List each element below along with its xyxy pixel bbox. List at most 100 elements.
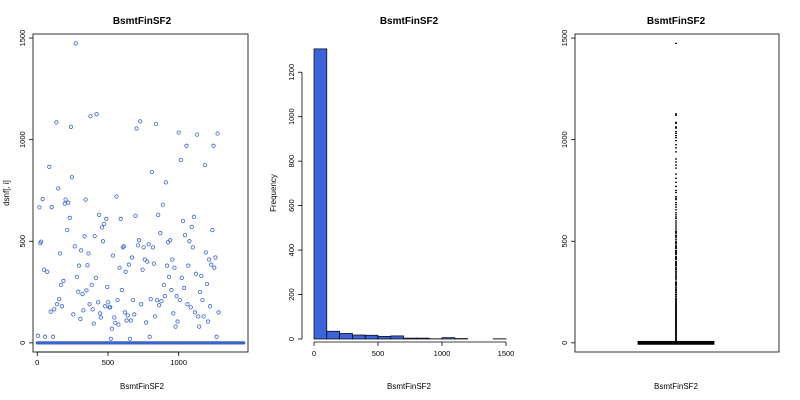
scatter-point	[139, 302, 144, 307]
histogram-x-axis: 0 500 1000 1500	[312, 341, 514, 358]
boxplot-x-label: BsmtFinSF2	[654, 382, 699, 391]
histogram-bar	[326, 330, 340, 340]
scatter-y-tick-label: 500	[18, 235, 27, 248]
scatter-point	[216, 310, 221, 315]
scatter-x-tick-label: 1000	[170, 358, 187, 367]
scatter-point	[181, 285, 187, 291]
histogram-bar	[364, 334, 379, 340]
scatter-point	[147, 334, 152, 339]
scatter-point	[59, 304, 65, 309]
scatter-point	[128, 318, 133, 323]
scatter-point	[76, 289, 81, 294]
scatter-point	[136, 238, 142, 243]
scatter-point	[162, 294, 167, 299]
boxplot-y-tick-label: 500	[560, 235, 569, 248]
scatter-point	[214, 334, 219, 339]
scatter-point	[48, 309, 53, 314]
scatter-point	[101, 221, 107, 227]
boxplot-y-tick-label: 1500	[560, 30, 569, 47]
scatter-point	[138, 119, 143, 124]
scatter-point	[198, 289, 203, 295]
scatter-point	[172, 265, 177, 270]
scatter-point	[99, 225, 105, 230]
scatter-point	[63, 197, 68, 202]
scatter-point	[45, 269, 50, 274]
scatter-point	[39, 239, 44, 244]
scatter-point	[47, 164, 52, 169]
scatter-point	[121, 244, 126, 249]
histogram-y-tick-label: 1000	[287, 108, 296, 125]
histogram-x-tick-label: 1000	[434, 349, 451, 358]
scatter-point	[160, 202, 165, 207]
scatter-point	[129, 255, 135, 260]
histogram-x-label: BsmtFinSF2	[387, 382, 432, 391]
scatter-point	[209, 262, 214, 267]
scatter-point	[80, 291, 85, 297]
scatter-point	[104, 216, 109, 222]
scatter-point	[182, 233, 188, 238]
scatter-point	[203, 250, 208, 255]
scatter-point	[207, 257, 212, 262]
scatter-y-tick-label: 0	[18, 341, 27, 345]
scatter-point	[110, 253, 116, 258]
scatter-point	[62, 201, 67, 206]
scatter-point	[174, 294, 179, 299]
scatter-point	[87, 302, 92, 307]
scatter-point	[163, 180, 169, 185]
scatter-point	[58, 282, 64, 288]
scatter-point	[89, 282, 94, 288]
scatter-point	[179, 275, 184, 280]
scatter-point	[120, 245, 125, 250]
boxplot-y-axis: 0 500 1000 1500	[560, 30, 575, 345]
scatter-point	[83, 197, 88, 202]
scatter-point	[170, 257, 175, 262]
scatter-point	[56, 186, 61, 191]
scatter-point	[164, 263, 170, 268]
scatter-point	[92, 234, 97, 239]
scatter-point	[134, 126, 139, 131]
scatter-point	[54, 120, 59, 125]
scatter-point	[166, 274, 172, 279]
scatter-point	[86, 251, 91, 256]
scatter-title: BsmtFinSF2	[113, 16, 172, 27]
scatter-point	[131, 298, 136, 303]
histogram-x-tick-label: 0	[312, 349, 316, 358]
scatter-point	[185, 302, 190, 307]
scatter-frame	[32, 33, 249, 353]
scatter-point	[72, 244, 77, 249]
scatter-point	[206, 319, 211, 324]
scatter-point	[194, 132, 200, 137]
histogram-bar	[339, 333, 353, 340]
scatter-point	[106, 300, 111, 305]
boxplot-panel: BsmtFinSF2 BsmtFinSF2 0 500 1000 1500	[560, 16, 780, 391]
scatter-point	[49, 205, 54, 210]
boxplot-y-tick-label: 1000	[560, 131, 569, 148]
scatter-point	[215, 131, 220, 136]
scatter-point	[161, 282, 166, 288]
scatter-x-tick-label: 500	[102, 358, 115, 367]
scatter-y-tick-label: 1000	[18, 131, 27, 148]
histogram-y-tick-label: 400	[287, 244, 296, 257]
scatter-point	[192, 310, 198, 315]
histogram-y-tick-label: 200	[287, 288, 296, 301]
scatter-point	[126, 262, 132, 267]
scatter-point	[190, 245, 195, 250]
scatter-point	[207, 304, 213, 309]
scatter-point	[119, 287, 124, 293]
scatter-point	[189, 224, 194, 230]
boxplot-box	[637, 340, 715, 345]
scatter-point	[153, 121, 159, 126]
scatter-point	[77, 263, 82, 268]
scatter-point	[91, 321, 96, 326]
scatter-point	[133, 213, 138, 218]
scatter-point	[199, 273, 204, 278]
scatter-point	[123, 269, 128, 274]
scatter-point	[152, 314, 158, 319]
histogram-title: BsmtFinSF2	[380, 16, 439, 27]
scatter-point	[140, 267, 145, 272]
boxplot-outliers	[675, 42, 677, 342]
scatter-point	[52, 307, 57, 312]
scatter-point	[200, 298, 205, 303]
boxplot-median-box	[637, 340, 715, 345]
scatter-point	[117, 265, 122, 270]
